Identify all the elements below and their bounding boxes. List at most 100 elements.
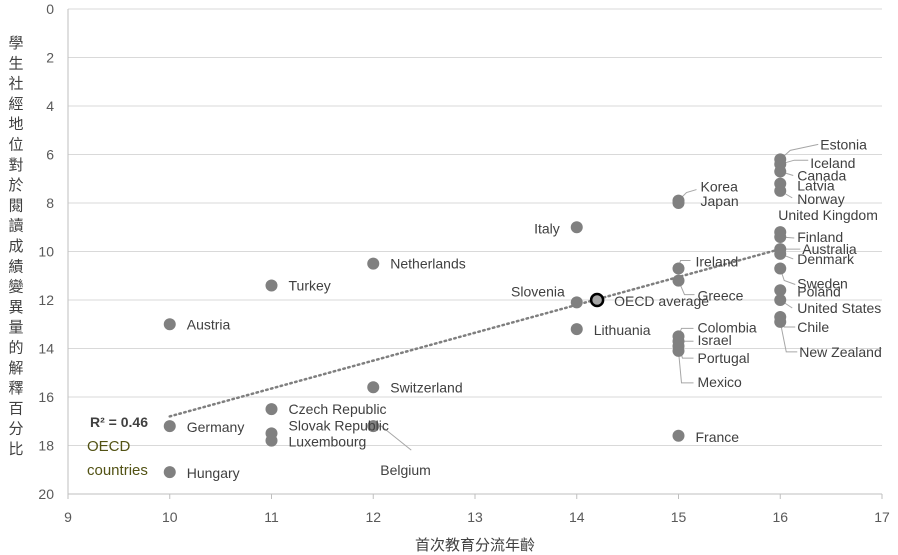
y-tick-label-16: 16	[38, 389, 54, 405]
label-germany: Germany	[187, 419, 245, 435]
label-latvia: Latvia	[797, 178, 835, 194]
label-hungary: Hungary	[187, 465, 240, 481]
y-axis-title-char: 於	[8, 176, 23, 194]
x-tick-label-9: 9	[64, 509, 72, 525]
x-tick-label-12: 12	[365, 509, 381, 525]
point-italy	[570, 221, 583, 234]
y-axis-title-char: 地	[8, 115, 23, 133]
label-italy: Italy	[534, 220, 560, 236]
label-korea: Korea	[701, 179, 739, 195]
label-portugal: Portugal	[698, 350, 750, 366]
leader-new-zealand	[779, 321, 798, 353]
y-tick-label-14: 14	[38, 341, 54, 357]
y-axis-title-char: 變	[8, 278, 23, 296]
y-axis-title-char: 生	[8, 54, 23, 72]
r-squared-label: R² = 0.46	[90, 414, 148, 430]
label-canada: Canada	[797, 167, 846, 183]
label-luxembourg: Luxembourg	[289, 434, 367, 450]
point-czech-republic	[265, 403, 278, 416]
y-axis-title-char: 釋	[8, 379, 23, 397]
data-points	[163, 153, 787, 479]
y-tick-label-8: 8	[46, 195, 54, 211]
point-belgium	[367, 420, 380, 433]
label-new-zealand: New Zealand	[799, 344, 882, 360]
y-axis-title-char: 對	[8, 156, 23, 174]
y-axis-title-char: 位	[8, 136, 23, 154]
y-tick-label-10: 10	[38, 244, 54, 260]
point-labels: Austria Germany Hungary Turkey Czech Republi…	[187, 136, 882, 481]
label-iceland: Iceland	[810, 155, 855, 171]
y-tick-label-2: 2	[46, 50, 54, 66]
point-japan	[672, 197, 685, 209]
axes: 0 2 4 6 8 10 12 14 16 18 20 9 10 11 12 13 14 15 16 17 首次教育分流…	[8, 1, 890, 554]
point-turkey	[265, 279, 278, 292]
label-lithuania: Lithuania	[594, 322, 651, 338]
point-hungary	[163, 466, 176, 479]
label-estonia: Estonia	[820, 136, 867, 152]
y-tick-label-18: 18	[38, 438, 54, 454]
label-switzerland: Switzerland	[390, 379, 462, 395]
label-slovak-republic: Slovak Republic	[289, 417, 389, 433]
label-australia: Australia	[802, 241, 857, 257]
y-axis-title-char: 學	[8, 34, 23, 52]
label-austria: Austria	[187, 316, 231, 332]
label-united-kingdom: United Kingdom	[778, 207, 878, 223]
point-austria	[163, 318, 176, 331]
label-denmark: Denmark	[797, 251, 855, 267]
oecd-countries-note: OECD countries	[87, 438, 148, 479]
y-axis-title-char: 讀	[8, 217, 23, 235]
label-slovenia: Slovenia	[511, 283, 565, 299]
y-axis-title-char: 量	[8, 318, 23, 336]
y-axis-title-char: 分	[8, 420, 23, 438]
point-canada	[774, 165, 787, 178]
label-czech-republic: Czech Republic	[289, 401, 387, 417]
y-axis-title: 學生社經地位對於閱讀成績變異量的解釋百分比	[8, 34, 23, 458]
y-axis-title-char: 成	[8, 237, 23, 255]
label-united-states: United States	[797, 300, 881, 316]
label-chile: Chile	[797, 319, 829, 335]
label-turkey: Turkey	[289, 277, 331, 293]
trendline	[168, 247, 782, 418]
y-axis-title-char: 解	[8, 359, 23, 377]
oecd-countries-note-line: OECD	[87, 438, 131, 455]
label-belgium: Belgium	[380, 462, 431, 478]
label-sweden: Sweden	[797, 275, 848, 291]
y-tick-label-12: 12	[38, 292, 54, 308]
y-axis-title-char: 異	[8, 298, 23, 316]
point-luxembourg	[265, 434, 278, 447]
point-switzerland	[367, 381, 380, 394]
x-tick-label-10: 10	[162, 509, 178, 525]
x-tick-label-13: 13	[467, 509, 483, 525]
y-tick-label-6: 6	[46, 147, 54, 163]
point-united-states	[774, 294, 787, 306]
label-france: France	[696, 429, 740, 445]
point-finland	[774, 230, 787, 243]
x-tick-label-11: 11	[264, 509, 279, 525]
x-tick-label-16: 16	[772, 509, 788, 525]
label-mexico: Mexico	[698, 374, 743, 390]
oecd-countries-note-line: countries	[87, 462, 148, 479]
y-axis-title-char: 社	[8, 75, 23, 93]
y-axis-title-char: 績	[8, 257, 23, 275]
label-greece: Greece	[698, 288, 744, 304]
label-finland: Finland	[797, 229, 843, 245]
y-tick-label-0: 0	[46, 1, 54, 17]
point-greece	[672, 274, 685, 287]
point-mexico	[672, 344, 685, 357]
y-tick-label-20: 20	[38, 486, 54, 502]
point-lithuania	[570, 323, 583, 336]
y-tick-label-4: 4	[46, 98, 54, 114]
x-tick-label-15: 15	[671, 509, 687, 525]
point-new-zealand	[774, 315, 787, 328]
annotations: R² = 0.46 OECD countries	[87, 414, 148, 479]
leader-mexico	[678, 350, 694, 384]
point-germany	[163, 420, 176, 433]
y-axis-title-char: 的	[8, 339, 23, 357]
point-ireland	[672, 262, 685, 275]
x-axis-title: 首次教育分流年齡	[415, 536, 535, 554]
point-sweden	[774, 262, 787, 275]
y-axis-title-char: 比	[8, 440, 23, 458]
point-slovenia	[570, 296, 583, 309]
gridlines	[68, 8, 882, 446]
